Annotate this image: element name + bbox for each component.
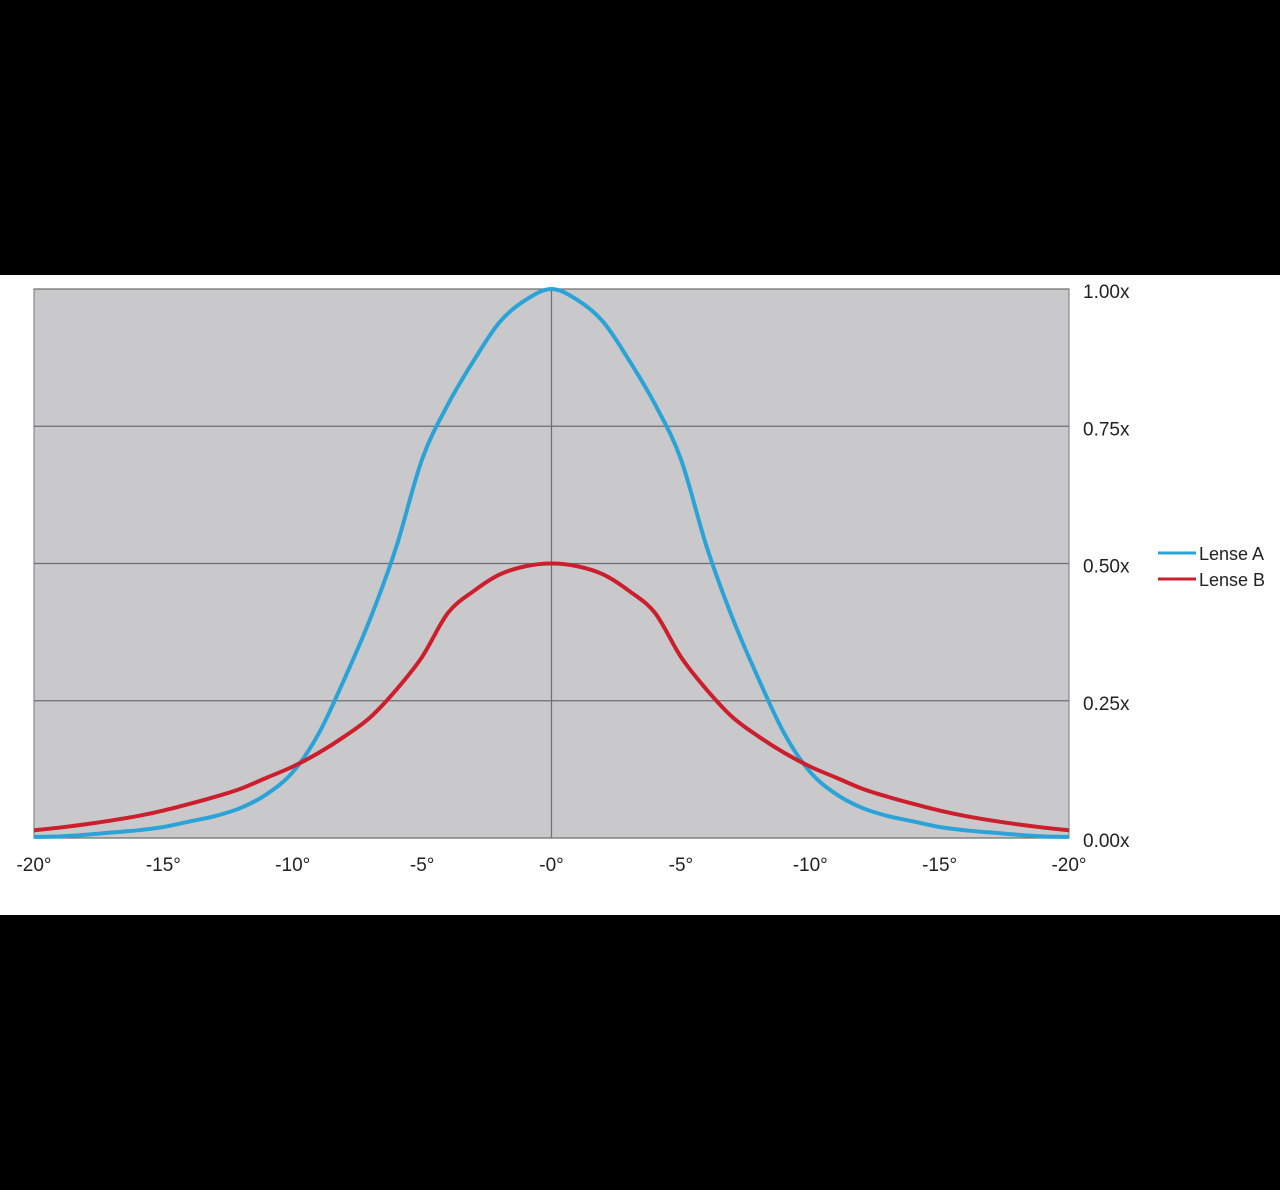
series-line <box>33 561 1070 833</box>
x-tick-label: -15° <box>146 855 181 876</box>
series-line <box>33 286 1070 839</box>
y-tick-label: 0.50x <box>1083 557 1130 578</box>
x-tick-label: -5° <box>669 855 694 876</box>
x-tick-label: -10° <box>793 855 828 876</box>
y-tick-label: 0.75x <box>1083 419 1130 440</box>
x-tick-label: -10° <box>275 855 310 876</box>
x-tick-label: -15° <box>922 855 957 876</box>
y-tick-label: 0.00x <box>1083 831 1130 852</box>
x-tick-label: -0° <box>539 855 564 876</box>
legend-label: Lense A <box>1199 544 1264 564</box>
x-tick-label: -20° <box>16 855 51 876</box>
x-tick-label: -5° <box>410 855 435 876</box>
y-tick-label: 0.25x <box>1083 694 1130 715</box>
x-tick-label: -20° <box>1051 855 1086 876</box>
legend-label: Lense B <box>1199 570 1265 590</box>
y-tick-label: 1.00x <box>1083 282 1130 303</box>
